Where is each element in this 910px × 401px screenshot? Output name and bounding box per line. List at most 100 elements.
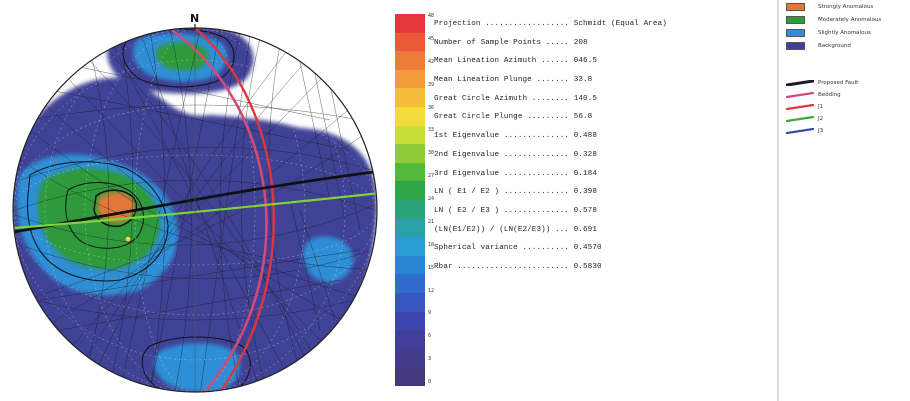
colorbar-tick-label: 0	[428, 379, 432, 385]
colorbar-segment	[395, 348, 425, 368]
trace	[59, 59, 341, 361]
colorbar-segment	[395, 181, 425, 201]
trace	[84, 49, 110, 376]
legend-label: J2	[818, 116, 824, 122]
colorbar-segment	[395, 14, 425, 34]
density-colorbar: 48 45 42 39 36 33 30 27 24 21 18 15 12 9 6 3 0	[395, 14, 435, 387]
stat-row: Mean Lineation Azimuth ...... 046.5	[434, 57, 597, 66]
trace	[69, 64, 331, 121]
colorbar-tick-label: 24	[428, 196, 435, 202]
colorbar-segment	[395, 51, 425, 71]
legend-label: J1	[818, 104, 824, 110]
colorbar-segment	[395, 107, 425, 127]
trace	[49, 89, 351, 151]
legend-line-swatch	[786, 80, 814, 86]
bedding-great-circle	[171, 28, 268, 392]
colorbar-segment	[395, 162, 425, 182]
density-weak-south	[154, 343, 241, 392]
colorbar-segment	[395, 237, 425, 257]
trace	[149, 29, 221, 392]
contour-inner-west	[65, 182, 144, 249]
trace	[24, 129, 371, 301]
colorbar-tick-label: 36	[428, 104, 435, 111]
trace	[39, 99, 361, 331]
great-circle-traces	[14, 28, 376, 392]
stat-row: Number of Sample Points ..... 208	[434, 38, 588, 47]
colorbar-tick-label: 42	[428, 58, 435, 65]
legend-panel: Strongly Anomalous Moderately Anomalous Sl…	[780, 0, 910, 401]
trace	[299, 209, 336, 321]
trace	[199, 34, 251, 392]
grid-line	[84, 28, 306, 392]
density-region-main	[13, 77, 377, 392]
legend-label: Slightly Anomalous	[818, 30, 871, 36]
colorbar-segment	[395, 32, 425, 52]
trace	[294, 39, 331, 201]
stat-row: 2nd Eigenvalue .............. 0.328	[434, 150, 597, 159]
colorbar-segment	[395, 69, 425, 89]
trace	[89, 34, 301, 386]
stat-row: (LN(E1/E2)) / (LN(E2/E3)) ... 0.691	[434, 225, 597, 234]
colorbar-segment	[395, 330, 425, 350]
legend-line-swatch	[786, 104, 814, 110]
colorbar-tick-label: 33	[428, 127, 435, 134]
trace	[39, 249, 361, 301]
statistics-panel: Projection .................. Schmidt (E…	[434, 20, 764, 282]
trace	[109, 39, 291, 381]
stat-row: Projection .................. Schmidt (E…	[434, 20, 667, 28]
j1-great-circle	[194, 28, 275, 392]
colorbar-segment	[395, 144, 425, 164]
stereonet-plot: N	[12, 12, 378, 393]
colorbar-tick-label: 45	[428, 35, 435, 42]
trace	[79, 49, 331, 381]
colorbar-segment	[395, 218, 425, 238]
legend-label: J3	[818, 128, 824, 134]
colorbar-segment	[395, 367, 425, 387]
colorbar-tick-label: 30	[428, 150, 435, 157]
north-label: N	[190, 12, 199, 25]
trace	[119, 29, 201, 391]
stat-row: LN ( E2 / E3 ) .............. 0.578	[434, 206, 597, 215]
trace	[289, 199, 321, 331]
stat-row: Mean Lineation Plunge ....... 33.8	[434, 76, 593, 85]
colorbar-segment	[395, 200, 425, 220]
legend-label: Background	[818, 43, 851, 49]
colorbar-segment	[395, 88, 425, 108]
panel-divider	[777, 0, 779, 401]
trace	[309, 49, 346, 221]
stat-row: 3rd Eigenvalue .............. 0.184	[434, 169, 597, 178]
legend-swatch	[786, 3, 805, 11]
colorbar-tick-label: 15	[428, 264, 435, 271]
legend-label: Proposed Fault	[818, 80, 859, 86]
legend-swatch	[786, 42, 805, 50]
stat-row: Great Circle Plunge ......... 56.8	[434, 113, 593, 122]
density-weak-east	[303, 236, 354, 283]
colorbar-tick-label: 3	[428, 356, 432, 363]
colorbar-segment	[395, 255, 425, 275]
colorbar-segment	[395, 311, 425, 331]
colorbar-tick-label: 18	[428, 241, 435, 248]
trace	[268, 43, 301, 371]
grid-line	[44, 28, 346, 392]
contour-north	[122, 28, 235, 88]
trace	[19, 147, 373, 181]
trace	[240, 37, 266, 386]
legend-label: Strongly Anomalous	[818, 4, 874, 10]
trace	[149, 29, 166, 391]
legend-line-swatch	[786, 92, 814, 98]
legend-label: Moderately Anomalous	[818, 17, 882, 23]
colorbar-segment	[395, 125, 425, 145]
colorbar-tick-label: 39	[428, 81, 435, 88]
stat-row: 1st Eigenvalue .............. 0.488	[434, 132, 597, 141]
stat-row: Rbar ........................ 0.5830	[434, 262, 602, 271]
stat-row: Great Circle Azimuth ........ 140.5	[434, 94, 597, 103]
colorbar-tick-label: 6	[428, 333, 432, 340]
legend-swatch	[786, 29, 805, 37]
colorbar-tick-label: 9	[428, 310, 432, 317]
legend-line-swatch	[786, 128, 814, 134]
legend-line-swatch	[786, 116, 814, 122]
colorbar-segment	[395, 274, 425, 294]
stat-row: Spherical variance .......... 0.4570	[434, 244, 602, 253]
colorbar-segment	[395, 293, 425, 313]
mean-lineation-point	[124, 235, 132, 243]
